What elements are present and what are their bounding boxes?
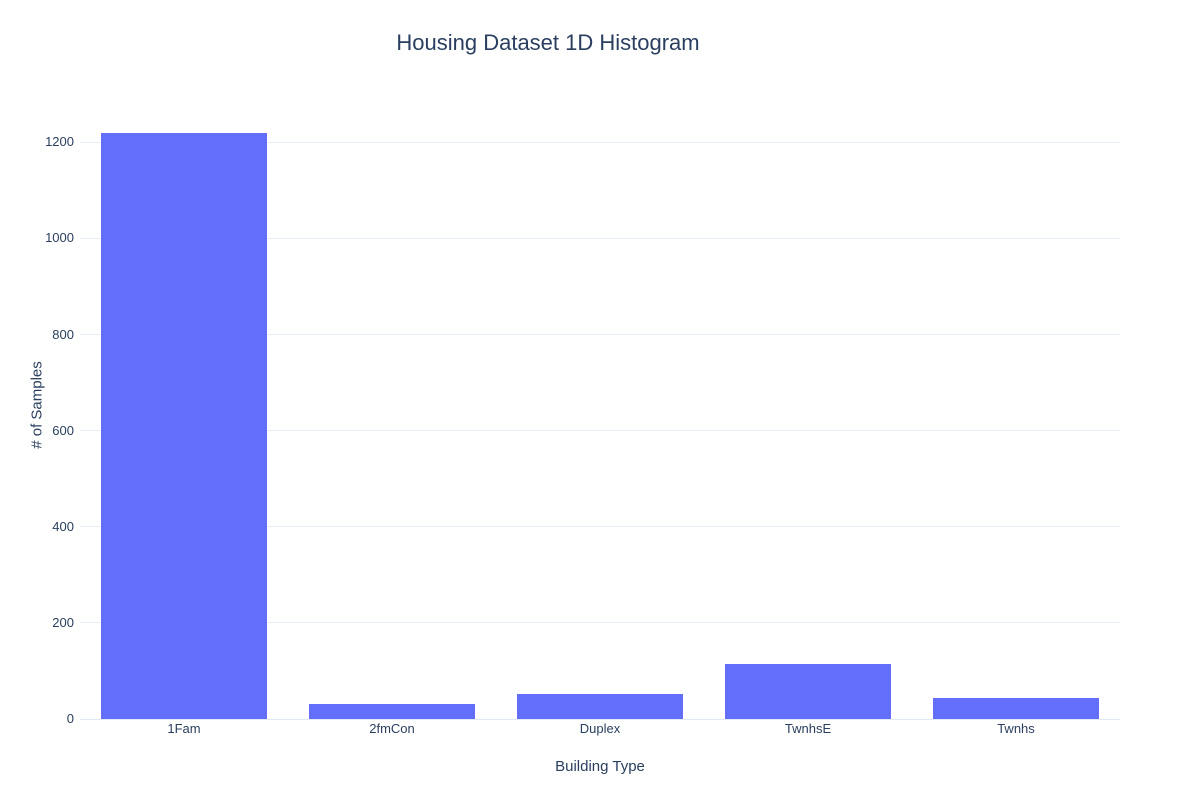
y-tick-label: 200 bbox=[52, 614, 74, 630]
y-gridline bbox=[80, 237, 1120, 239]
chart-title: Housing Dataset 1D Histogram bbox=[396, 30, 700, 55]
y-tick-label: 400 bbox=[52, 518, 74, 534]
y-gridline bbox=[80, 430, 1120, 432]
y-gridline bbox=[80, 334, 1120, 336]
y-tick-label: 800 bbox=[52, 326, 74, 342]
y-gridline bbox=[80, 622, 1120, 624]
y-gridline bbox=[80, 141, 1120, 143]
x-tick-label: TwnhsE bbox=[784, 721, 832, 736]
x-tick-label: Duplex bbox=[579, 721, 621, 736]
bar-2fmcon[interactable] bbox=[309, 704, 475, 719]
x-axis-title: Building Type bbox=[555, 758, 645, 775]
plot-area bbox=[80, 102, 1120, 720]
x-tick-label: 2fmCon bbox=[369, 721, 415, 736]
y-tick-label: 0 bbox=[66, 711, 74, 726]
x-axis-line bbox=[80, 718, 1120, 720]
bar-twnhse[interactable] bbox=[725, 664, 891, 719]
y-tick-label: 1200 bbox=[45, 134, 74, 150]
x-tick-label: 1Fam bbox=[167, 721, 201, 736]
bar-twnhs[interactable] bbox=[933, 698, 1099, 719]
bar-1fam[interactable] bbox=[101, 132, 267, 719]
y-gridline bbox=[80, 526, 1120, 528]
y-tick-label: 600 bbox=[52, 422, 74, 438]
x-tick-label: Twnhs bbox=[997, 721, 1035, 736]
bar-duplex[interactable] bbox=[517, 694, 683, 719]
y-tick-label: 1000 bbox=[45, 230, 74, 246]
